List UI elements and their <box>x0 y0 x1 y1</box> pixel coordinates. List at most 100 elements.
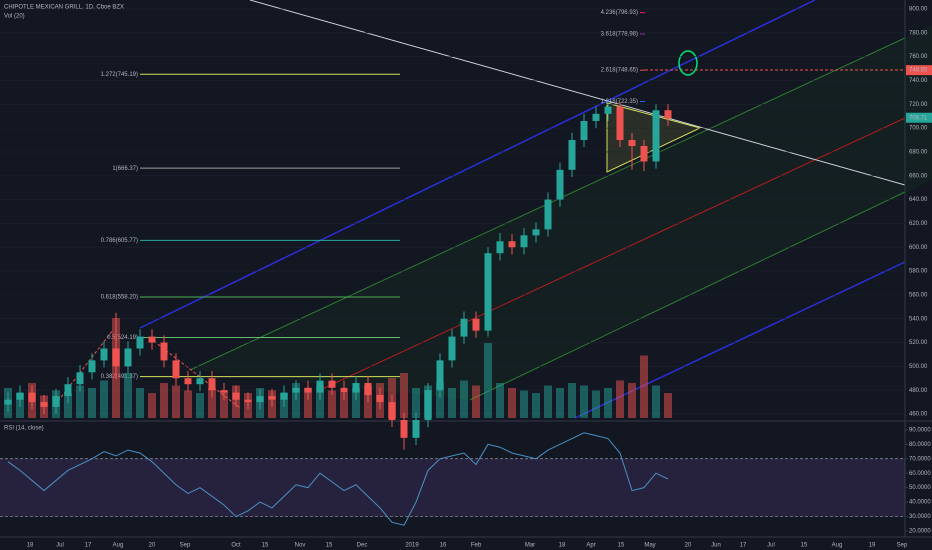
y-tick-label: 580.00 <box>909 269 928 275</box>
fib-label: 4.236(796.93) <box>601 10 638 16</box>
volume-bar <box>508 388 516 418</box>
volume-bar <box>448 388 456 418</box>
candle-body <box>412 419 420 438</box>
fib-label: 0.786(605.77) <box>101 238 138 244</box>
x-tick-label: Mar <box>525 543 535 549</box>
y-tick-label: 460.00 <box>909 412 928 418</box>
rsi-line <box>7 432 669 526</box>
volume-bar <box>652 385 660 418</box>
candle-body <box>64 384 72 397</box>
y-tick-label: 620.00 <box>909 221 928 227</box>
volume-bar <box>328 390 336 418</box>
x-tick-label: Oct <box>231 543 241 549</box>
x-tick-label: Jun <box>711 543 721 549</box>
candle-body <box>28 392 36 403</box>
x-tick-label: 15 <box>262 543 269 549</box>
candle-body <box>448 336 456 361</box>
pitchfork-fill <box>190 25 932 400</box>
volume-bar <box>580 385 588 418</box>
candle-body <box>652 110 660 162</box>
x-tick-label: 18 <box>27 543 34 549</box>
x-tick-label: Jul <box>56 543 64 549</box>
y-tick-label: 760.00 <box>909 54 928 60</box>
pitchfork-median <box>319 117 906 391</box>
x-tick-label: 15 <box>326 543 333 549</box>
candle-body <box>592 113 600 121</box>
volume-title: Vol (20) <box>4 14 25 20</box>
x-tick-label: 15 <box>801 543 808 549</box>
candle-body <box>604 106 612 114</box>
candle-body <box>664 110 672 119</box>
y-tick-label: 780.00 <box>909 30 928 36</box>
pitchfork-green <box>469 191 906 401</box>
rsi-tick-label: 20.0000 <box>909 529 931 535</box>
x-tick-label: Nov <box>295 543 306 549</box>
fib-label: 0.618(558.20) <box>101 295 138 301</box>
candle-body <box>220 390 228 393</box>
candle-body <box>328 380 336 388</box>
volume-bar <box>496 383 504 418</box>
x-tick-label: Dec <box>357 543 368 549</box>
volume-bar <box>316 385 324 418</box>
volume-bar <box>604 388 612 418</box>
candle-body <box>232 392 240 400</box>
candle-body <box>376 394 384 403</box>
volume-bar <box>460 380 468 418</box>
volume-bar <box>64 393 72 418</box>
volume-bar <box>520 390 528 418</box>
candle-body <box>352 383 360 393</box>
candle-body <box>112 348 120 367</box>
x-tick-label: Sep <box>180 543 191 549</box>
candle-body <box>628 140 636 146</box>
volume-bar <box>208 388 216 418</box>
volume-bar <box>664 393 672 418</box>
rsi-band <box>0 458 905 517</box>
x-tick-label: 17 <box>740 543 747 549</box>
candle-body <box>580 120 588 141</box>
candle-body <box>340 387 348 393</box>
y-tick-label: 660.00 <box>909 173 928 179</box>
rsi-tick-label: 60.0000 <box>909 471 931 477</box>
volume-bar <box>160 383 168 418</box>
candle-body <box>100 348 108 361</box>
candle-body <box>424 390 432 420</box>
rsi-tick-label: 30.0000 <box>909 514 931 520</box>
x-tick-label: Jul <box>767 543 775 549</box>
candle-body <box>292 387 300 393</box>
volume-bar <box>556 388 564 418</box>
volume-bar <box>532 393 540 418</box>
candle-body <box>76 372 84 385</box>
candle-body <box>256 396 264 403</box>
x-tick-label: 19 <box>869 543 876 549</box>
price-tag-label: 748.65 <box>909 68 928 74</box>
rsi-tick-label: 80.0000 <box>909 442 931 448</box>
candle-body <box>4 399 12 405</box>
candle-body <box>304 387 312 393</box>
fib-label: 1.618(722.35) <box>601 99 638 105</box>
x-tick-label: 16 <box>440 543 447 549</box>
candle-body <box>556 169 564 200</box>
candle-body <box>364 383 372 395</box>
candle-body <box>532 229 540 236</box>
x-tick-label: 20 <box>685 543 692 549</box>
y-tick-label: 720.00 <box>909 102 928 108</box>
y-tick-label: 500.00 <box>909 364 928 370</box>
fib-label: 2.618(748.65) <box>601 68 638 74</box>
volume-bar <box>436 383 444 418</box>
pitchfork-upper <box>139 0 816 329</box>
volume-bar <box>76 385 84 418</box>
trendline <box>249 0 906 186</box>
candle-body <box>484 253 492 331</box>
candle-body <box>616 106 624 141</box>
volume-bar <box>640 355 648 418</box>
candle-body <box>280 392 288 400</box>
x-tick-label: Sep <box>897 543 908 549</box>
x-tick-label: Apr <box>586 543 595 549</box>
candle-body <box>16 392 24 400</box>
rsi-title: RSI (14, close) <box>4 426 44 432</box>
candle-body <box>640 145 648 162</box>
rsi-tick-label: 50.0000 <box>909 485 931 491</box>
candle-body <box>388 402 396 420</box>
candle-body <box>568 140 576 170</box>
